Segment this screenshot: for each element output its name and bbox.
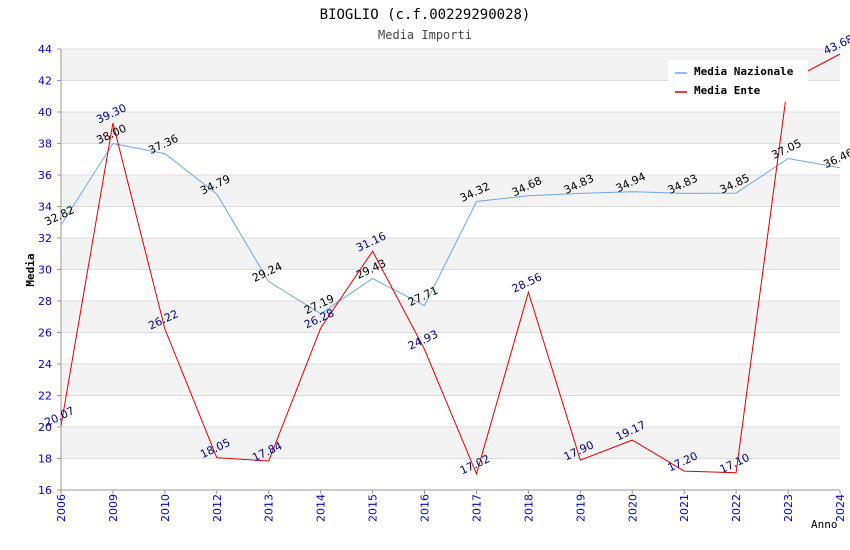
- y-tick-label: 22: [38, 390, 52, 403]
- y-tick-label: 34: [38, 201, 52, 214]
- grid-band: [61, 364, 840, 396]
- y-tick-label: 42: [38, 75, 52, 88]
- x-tick-label: 2023: [782, 494, 795, 522]
- grid-band: [61, 458, 840, 490]
- grid-band: [61, 427, 840, 459]
- x-tick-label: 2018: [522, 494, 535, 522]
- grid-band: [61, 143, 840, 175]
- y-tick-label: 32: [38, 232, 52, 245]
- y-tick-label: 16: [38, 484, 52, 497]
- grid-band: [61, 332, 840, 364]
- grid-band: [61, 301, 840, 333]
- chart-subtitle: Media Importi: [378, 28, 472, 42]
- x-tick-label: 2012: [211, 494, 224, 522]
- x-tick-labels: 2006 2009 2010 2012 2013 2014 2015 2016 2017 2018…: [55, 494, 847, 522]
- x-tick-label: 2020: [626, 494, 639, 522]
- y-tick-label: 44: [38, 43, 52, 56]
- series-line-nazionale: [60, 142, 841, 315]
- grid-band: [61, 112, 840, 144]
- y-tick-label: 36: [38, 169, 52, 182]
- grid-band: [61, 206, 840, 238]
- y-tick-label: 30: [38, 264, 52, 277]
- legend: Media Nazionale Media Ente: [668, 60, 808, 102]
- x-tick-label: 2014: [315, 494, 328, 522]
- y-tick-label: 28: [38, 295, 52, 308]
- x-tick-label: 2015: [367, 494, 380, 522]
- axes: [57, 48, 841, 494]
- y-tick-label: 18: [38, 453, 52, 466]
- x-tick-label: 2010: [159, 494, 172, 522]
- x-axis-label: Anno: [811, 518, 838, 531]
- x-tick-label: 2017: [470, 494, 483, 522]
- series-lines: [60, 53, 841, 476]
- x-tick-label: 2009: [107, 494, 120, 522]
- grid-bands: [61, 49, 840, 490]
- x-tick-label: 2006: [55, 494, 68, 522]
- legend-box: [668, 60, 808, 102]
- y-tick-label: 20: [38, 421, 52, 434]
- series-line-ente: [60, 53, 841, 476]
- x-tick-label: 2013: [263, 494, 276, 522]
- y-tick-label: 26: [38, 327, 52, 340]
- y-tick-label: 24: [38, 358, 52, 371]
- y-tick-label: 40: [38, 106, 52, 119]
- chart-title: BIOGLIO (c.f.00229290028): [320, 7, 531, 23]
- x-tick-label: 2019: [574, 494, 587, 522]
- x-tick-label: 2024: [834, 494, 847, 522]
- y-axis-label: Media: [24, 253, 37, 286]
- grid-lines: [61, 48, 840, 491]
- y-tick-label: 38: [38, 138, 52, 151]
- legend-label-ente: Media Ente: [694, 84, 761, 97]
- x-tick-label: 2016: [419, 494, 432, 522]
- grid-band: [61, 175, 840, 207]
- x-tick-label: 2021: [678, 494, 691, 522]
- grid-band: [61, 269, 840, 301]
- legend-label-nazionale: Media Nazionale: [694, 65, 794, 78]
- x-tick-label: 2022: [730, 494, 743, 522]
- y-tick-labels: 16 18 20 22 24 26 28 30 32 34 36 38 40 42 44: [38, 43, 52, 497]
